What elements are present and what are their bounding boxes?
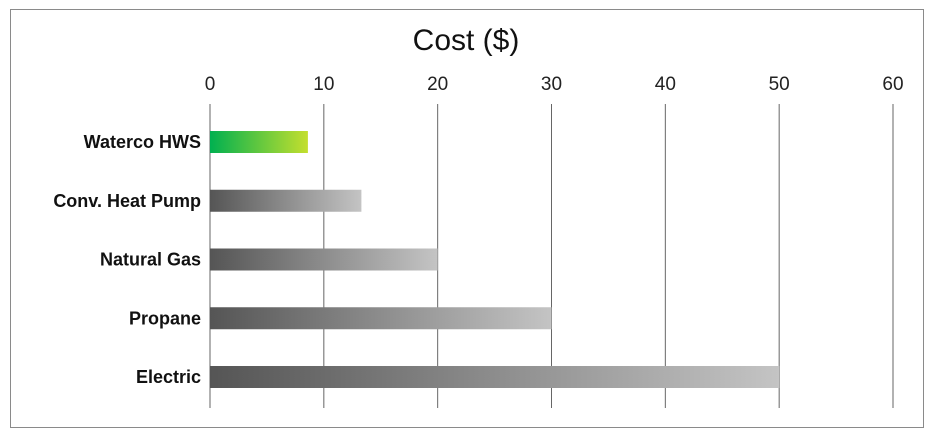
x-tick-label: 30 bbox=[541, 74, 562, 95]
category-label: Propane bbox=[129, 308, 201, 328]
x-tick-label: 60 bbox=[882, 74, 903, 95]
category-label: Waterco HWS bbox=[84, 132, 201, 152]
bar-natural-gas bbox=[210, 248, 438, 271]
x-tick-label: 50 bbox=[769, 74, 790, 95]
bar-conv-heat-pump bbox=[210, 189, 362, 212]
bar-electric bbox=[210, 366, 780, 388]
x-axis-ticks: 0 10 20 30 40 50 60 bbox=[205, 74, 904, 95]
gridlines bbox=[209, 104, 894, 408]
y-axis-categories: Waterco HWS Conv. Heat Pump Natural Gas Pro… bbox=[53, 132, 201, 387]
category-label: Natural Gas bbox=[100, 250, 201, 270]
category-label: Conv. Heat Pump bbox=[53, 191, 201, 211]
category-label: Electric bbox=[136, 367, 201, 387]
bars bbox=[210, 131, 780, 388]
chart-frame bbox=[10, 9, 924, 428]
x-tick-label: 0 bbox=[205, 74, 216, 95]
x-tick-label: 40 bbox=[655, 74, 676, 95]
bar-waterco-hws bbox=[210, 131, 308, 153]
bar-propane bbox=[210, 307, 552, 330]
x-tick-label: 20 bbox=[427, 74, 448, 95]
x-tick-label: 10 bbox=[313, 74, 334, 95]
chart-title: Cost ($) bbox=[413, 24, 520, 57]
